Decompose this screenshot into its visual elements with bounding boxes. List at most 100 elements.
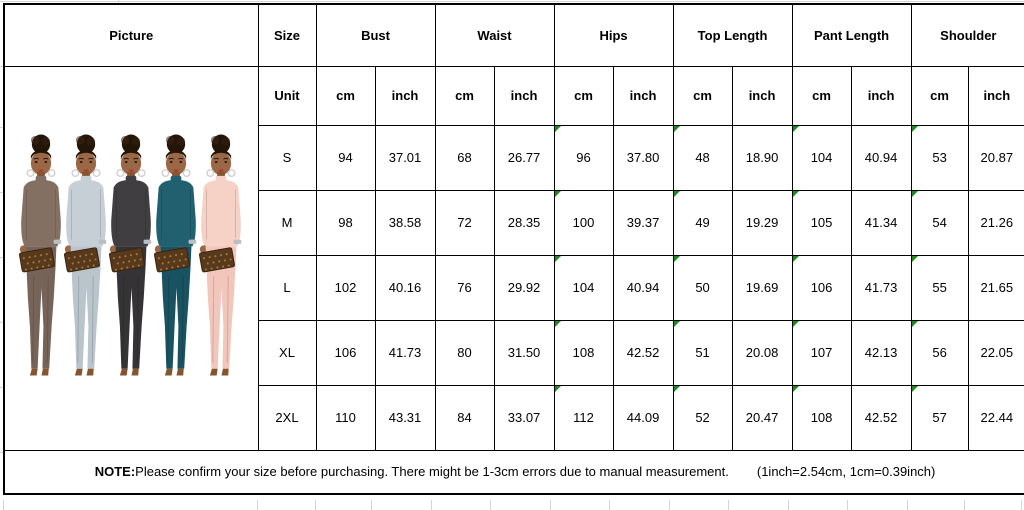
size-cell-shoulder-cm: 54: [910, 189, 969, 256]
size-row-2xl: 2XL 110 43.31 84 33.07 112 44.09 52 20.47 108 42.5…: [4, 384, 1024, 451]
size-cell-hips-inch: 39.37: [612, 189, 674, 256]
size-row-m: M 98 38.58 72 28.35 100 39.37 49 19.29 105 41.34 54…: [4, 189, 1024, 256]
size-row-l: L 102 40.16 76 29.92 104 40.94 50 19.69 106 41.73 5…: [4, 254, 1024, 321]
note-cell: NOTE:Please confirm your size before pur…: [3, 449, 1024, 495]
product-picture-cell: [3, 65, 259, 451]
header-top-length: Top Length: [672, 3, 793, 67]
unit-top-cm: cm: [672, 65, 733, 126]
size-cell-top-inch: 19.29: [731, 189, 793, 256]
size-cell-shoulder-cm: 57: [910, 384, 969, 451]
size-cell-bust-cm: 110: [315, 384, 376, 451]
unit-label: Unit: [257, 65, 317, 126]
size-cell-shoulder-cm: 56: [910, 319, 969, 386]
size-cell-shoulder-cm: 53: [910, 124, 969, 191]
size-cell-hips-inch: 37.80: [612, 124, 674, 191]
unit-bust-cm: cm: [315, 65, 376, 126]
size-cell-pant-inch: 40.94: [850, 124, 912, 191]
size-cell-shoulder-cm: 55: [910, 254, 969, 321]
header-row: Picture Size Bust Waist Hips Top Length …: [3, 3, 1024, 67]
model-figure-teal-blue: [154, 134, 197, 376]
gridline-bottom-tick: [669, 500, 670, 510]
header-bust: Bust: [315, 3, 436, 67]
size-cell-pant-inch: 41.34: [850, 189, 912, 256]
size-cell-hips-inch: 40.94: [612, 254, 674, 321]
gridline-bottom-tick: [490, 500, 491, 510]
gridline-left-tick: [0, 322, 3, 323]
gridline-left-tick: [0, 127, 3, 128]
gridline-bottom-tick: [371, 500, 372, 510]
size-chart-table: Picture Size Bust Waist Hips Top Length …: [3, 3, 1024, 495]
header-hips: Hips: [553, 3, 674, 67]
size-cell-hips-cm: 100: [553, 189, 614, 256]
size-cell-shoulder-inch: 20.87: [967, 124, 1024, 191]
size-cell-shoulder-inch: 21.26: [967, 189, 1024, 256]
header-size: Size: [257, 3, 317, 67]
unit-shoulder-cm: cm: [910, 65, 969, 126]
size-cell-top-cm: 51: [672, 319, 733, 386]
size-cell-bust-cm: 106: [315, 319, 376, 386]
gridline-bottom-tick: [847, 500, 848, 510]
size-cell-bust-cm: 102: [315, 254, 376, 321]
size-cell-top-cm: 52: [672, 384, 733, 451]
model-figure-mocha-brown: [19, 134, 62, 376]
size-cell-hips-cm: 112: [553, 384, 614, 451]
gridline-bottom-tick: [315, 500, 316, 510]
model-figure-light-gray-blue: [64, 134, 107, 376]
size-cell-pant-cm: 104: [791, 124, 852, 191]
size-cell-waist-cm: 72: [434, 189, 495, 256]
size-cell-bust-cm: 94: [315, 124, 376, 191]
size-cell-bust-cm: 98: [315, 189, 376, 256]
size-cell-pant-cm: 107: [791, 319, 852, 386]
gridline-bottom-tick: [788, 500, 789, 510]
size-cell-pant-inch: 42.13: [850, 319, 912, 386]
size-label: S: [257, 124, 317, 191]
gridline-bottom-tick: [964, 500, 965, 510]
gridline-left-tick: [0, 257, 3, 258]
unit-waist-cm: cm: [434, 65, 495, 126]
unit-bust-inch: inch: [374, 65, 436, 126]
size-cell-hips-inch: 44.09: [612, 384, 674, 451]
gridline-left-tick: [0, 192, 3, 193]
size-cell-pant-cm: 106: [791, 254, 852, 321]
unit-hips-inch: inch: [612, 65, 674, 126]
size-cell-top-cm: 49: [672, 189, 733, 256]
unit-row: Unit cm inch cm inch cm inch cm inch cm …: [3, 65, 1024, 451]
size-cell-top-cm: 50: [672, 254, 733, 321]
size-label: L: [257, 254, 317, 321]
size-cell-shoulder-inch: 22.05: [967, 319, 1024, 386]
size-cell-waist-inch: 31.50: [493, 319, 555, 386]
product-photo: [5, 129, 257, 381]
header-pant-length: Pant Length: [791, 3, 912, 67]
size-cell-pant-inch: 42.52: [850, 384, 912, 451]
unit-hips-cm: cm: [553, 65, 614, 126]
size-cell-waist-cm: 80: [434, 319, 495, 386]
model-figure-charcoal-black: [109, 134, 152, 376]
note-text: Please confirm your size before purchasi…: [135, 464, 729, 480]
size-row-s: S 94 37.01 68 26.77 96 37.80 48 18.90 104 40.94 53 2…: [4, 124, 1024, 191]
gridline-left-tick: [0, 452, 3, 453]
note-label: NOTE:: [94, 464, 136, 480]
size-cell-bust-inch: 43.31: [374, 384, 436, 451]
gridline-bottom-tick: [3, 500, 4, 510]
size-cell-bust-inch: 38.58: [374, 189, 436, 256]
gridline-bottom-tick: [1021, 500, 1022, 510]
size-cell-waist-inch: 28.35: [493, 189, 555, 256]
gridline-left-tick: [0, 387, 3, 388]
gridline-bottom-tick: [257, 500, 258, 510]
size-cell-top-cm: 48: [672, 124, 733, 191]
unit-shoulder-inch: inch: [967, 65, 1024, 126]
gridline-bottom-tick: [728, 500, 729, 510]
size-cell-waist-cm: 84: [434, 384, 495, 451]
size-cell-hips-inch: 42.52: [612, 319, 674, 386]
gridline-top: [0, 1, 1024, 2]
size-label: XL: [257, 319, 317, 386]
gridline-bottom-tick: [907, 500, 908, 510]
note-conversion: (1inch=2.54cm, 1cm=0.39inch): [756, 464, 936, 480]
size-cell-waist-inch: 33.07: [493, 384, 555, 451]
header-waist: Waist: [434, 3, 555, 67]
note-row: NOTE:Please confirm your size before pur…: [3, 449, 1024, 495]
size-cell-bust-inch: 40.16: [374, 254, 436, 321]
unit-waist-inch: inch: [493, 65, 555, 126]
size-cell-pant-inch: 41.73: [850, 254, 912, 321]
